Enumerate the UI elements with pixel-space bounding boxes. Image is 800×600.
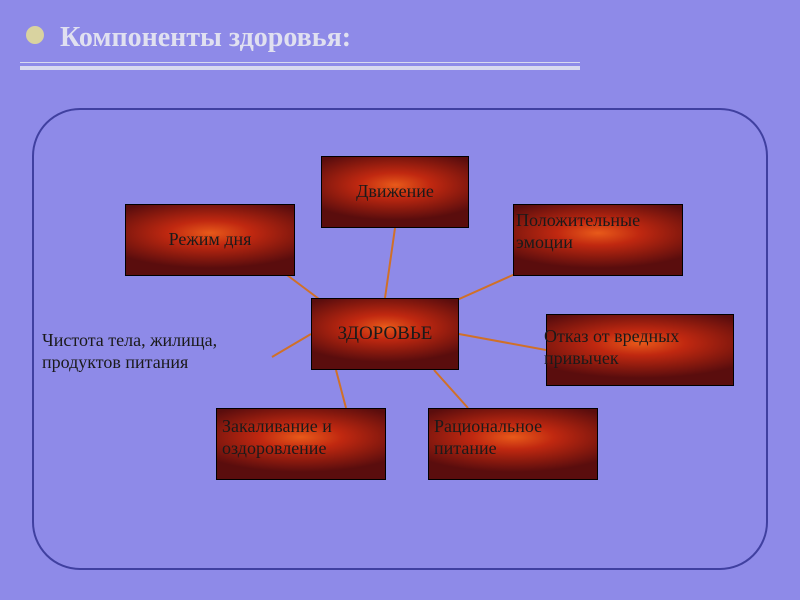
title-underline-thick bbox=[20, 66, 580, 70]
node-label-emotions: Положительные эмоции bbox=[516, 210, 696, 253]
node-label-cleanliness: Чистота тела, жилища, продуктов питания bbox=[42, 330, 272, 373]
slide: Компоненты здоровья: ЗДОРОВЬЕ Движение Реж… bbox=[0, 0, 800, 600]
title-underline-thin bbox=[20, 62, 580, 63]
node-regime: Режим дня bbox=[125, 204, 295, 276]
node-label-hardening: Закаливание и оздоровление bbox=[222, 416, 382, 459]
center-node: ЗДОРОВЬЕ bbox=[311, 298, 459, 370]
node-movement: Движение bbox=[321, 156, 469, 228]
node-label-nutrition: Рациональное питание bbox=[434, 416, 594, 459]
slide-title: Компоненты здоровья: bbox=[60, 22, 351, 54]
title-bullet-icon bbox=[26, 26, 44, 44]
node-label-refusal: Отказ от вредных привычек bbox=[544, 326, 744, 369]
